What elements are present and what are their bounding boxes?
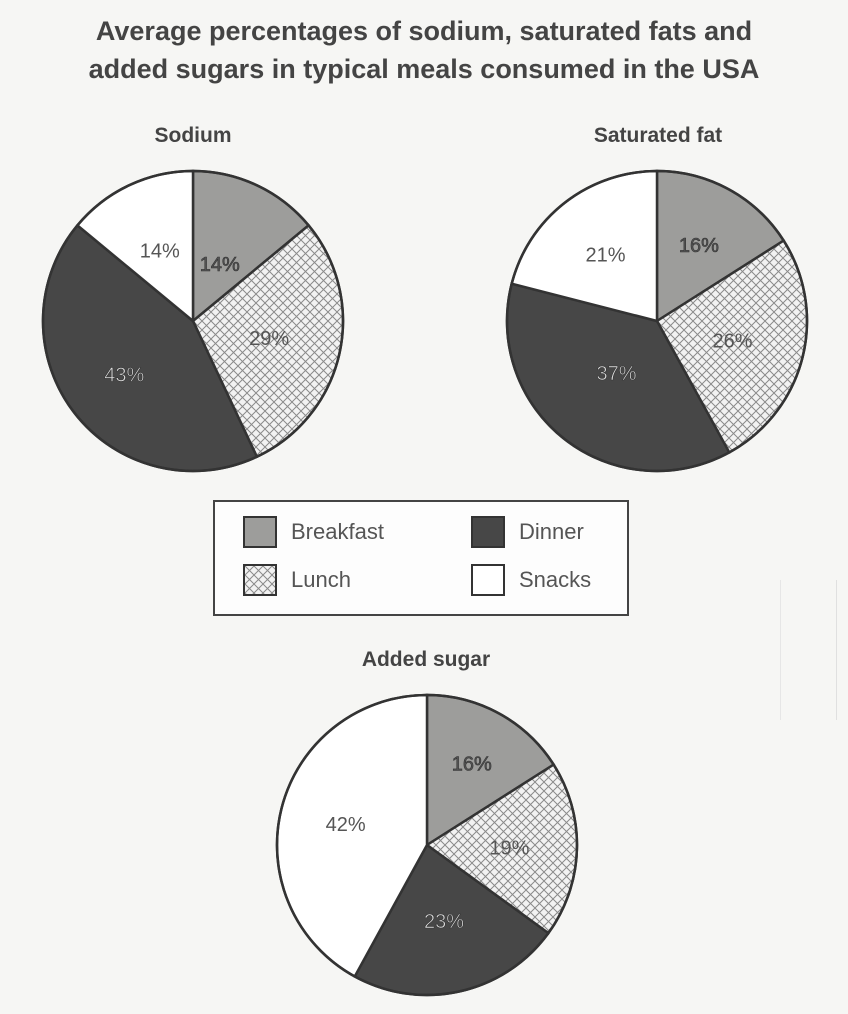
saturated-fat-pie: 16% 26% 37% 21% xyxy=(505,169,809,473)
pie-label-lunch: 19% xyxy=(489,838,529,860)
pie-label-dinner: 43% xyxy=(104,364,144,386)
pie-label-snacks: 42% xyxy=(326,814,366,836)
legend-item-lunch: Lunch xyxy=(243,564,351,596)
lunch-swatch-fill xyxy=(245,566,275,594)
legend-item-breakfast: Breakfast xyxy=(243,516,384,548)
chart-title: Average percentages of sodium, saturated… xyxy=(0,12,848,88)
pie-label-snacks: 21% xyxy=(586,245,626,267)
pie-label-dinner: 37% xyxy=(597,363,637,385)
legend-label-dinner: Dinner xyxy=(519,519,584,544)
added-sugar-pie-title: Added sugar xyxy=(361,648,491,671)
saturated-fat-pie-title: Saturated fat xyxy=(593,124,723,147)
pie-label-breakfast: 14% xyxy=(200,254,240,276)
pie-outline xyxy=(275,693,579,997)
sodium-pie-title: Sodium xyxy=(154,124,232,147)
legend-item-dinner: Dinner xyxy=(471,516,584,548)
legend-label-snacks: Snacks xyxy=(519,567,592,592)
legend-label-lunch: Lunch xyxy=(291,567,351,592)
sodium-pie: 14% 29% 43% 14% xyxy=(41,169,345,473)
pie-label-breakfast: 16% xyxy=(679,235,719,257)
scan-edge-artifact xyxy=(780,580,837,720)
chart-title-line-1: Average percentages of sodium, saturated… xyxy=(95,16,753,46)
snacks-swatch xyxy=(471,564,505,596)
added-sugar-pie: 16% 19% 23% 42% xyxy=(275,693,579,997)
breakfast-swatch xyxy=(243,516,277,548)
legend: Breakfast Lunch Dinner Snacks xyxy=(213,500,629,616)
pie-label-dinner: 23% xyxy=(424,911,464,933)
pie-label-breakfast: 16% xyxy=(452,754,492,776)
lunch-swatch xyxy=(243,564,277,596)
pie-label-lunch: 29% xyxy=(249,328,289,350)
pie-label-lunch: 26% xyxy=(713,330,753,352)
dinner-swatch xyxy=(471,516,505,548)
legend-label-breakfast: Breakfast xyxy=(291,519,384,544)
chart-title-line-2: added sugars in typical meals consumed i… xyxy=(88,54,760,84)
legend-item-snacks: Snacks xyxy=(471,564,591,596)
pie-outline xyxy=(41,169,345,473)
pie-label-snacks: 14% xyxy=(140,240,180,262)
pie-outline xyxy=(505,169,809,473)
